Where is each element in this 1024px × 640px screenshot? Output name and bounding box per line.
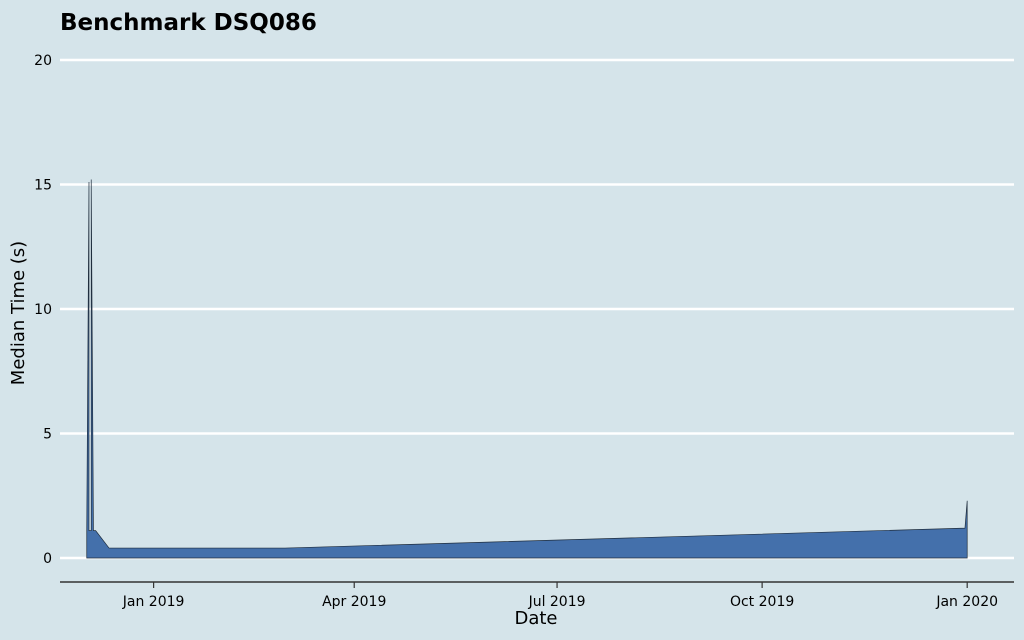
series-area bbox=[86, 179, 968, 559]
y-tick-label: 10 bbox=[34, 302, 52, 318]
x-axis-label: Date bbox=[514, 608, 557, 629]
y-axis-label: Median Time (s) bbox=[8, 241, 29, 385]
y-tick-label: 15 bbox=[34, 178, 52, 194]
x-tick-label: Jan 2020 bbox=[935, 594, 998, 610]
y-tick-label: 5 bbox=[43, 427, 52, 443]
y-tick-label: 0 bbox=[43, 551, 52, 567]
y-tick-label: 20 bbox=[34, 53, 52, 69]
series-layer bbox=[86, 179, 968, 559]
y-tick-layer: 0 5 10 15 20 bbox=[34, 53, 52, 567]
x-tick-label: Oct 2019 bbox=[730, 594, 794, 610]
grid-layer bbox=[60, 58, 1014, 560]
chart-title: Benchmark DSQ086 bbox=[60, 10, 317, 36]
x-tick-layer: Jan 2019 Apr 2019 Jul 2019 Oct 2019 Jan 2020 bbox=[122, 582, 998, 610]
x-tick-label: Jul 2019 bbox=[528, 594, 586, 610]
x-tick-label: Jan 2019 bbox=[122, 594, 185, 610]
x-tick-label: Apr 2019 bbox=[322, 594, 386, 610]
